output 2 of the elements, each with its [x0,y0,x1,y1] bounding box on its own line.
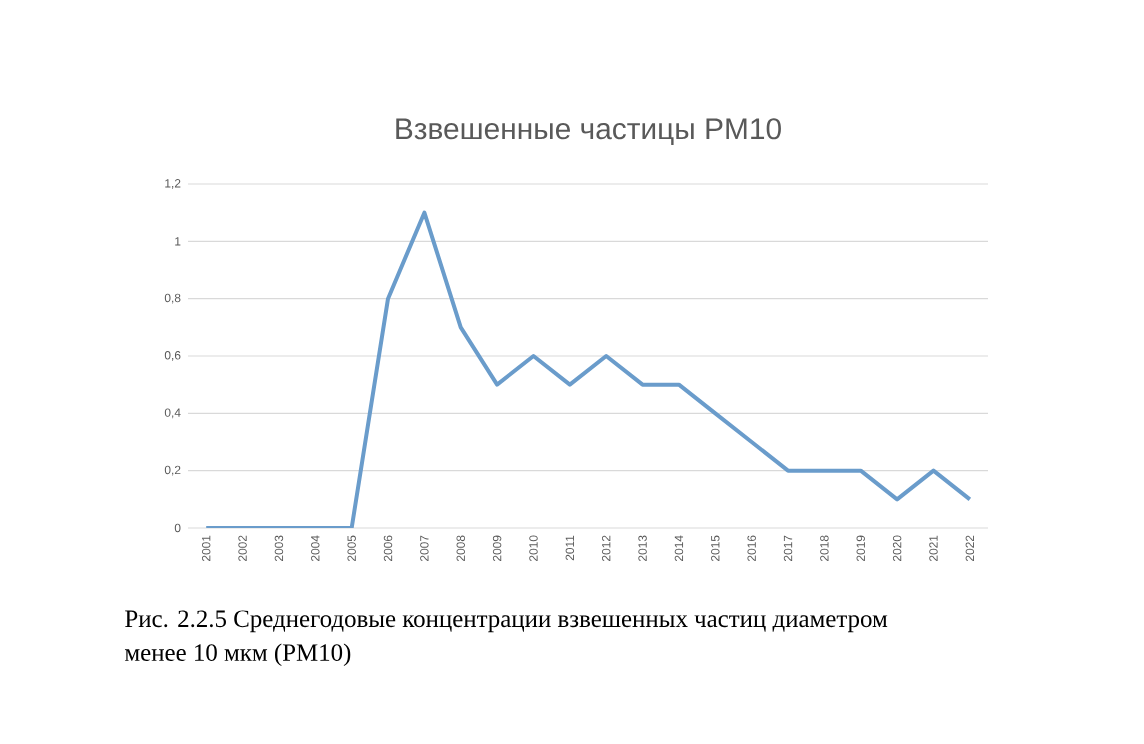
text: Рис. 2.2.5 Среднегодовые концентрации взвешенных частиц диаметром менее 10 мкм (PM10) [124,610,888,667]
chart-title: Взвешенные частицы PM10 [396,118,781,145]
